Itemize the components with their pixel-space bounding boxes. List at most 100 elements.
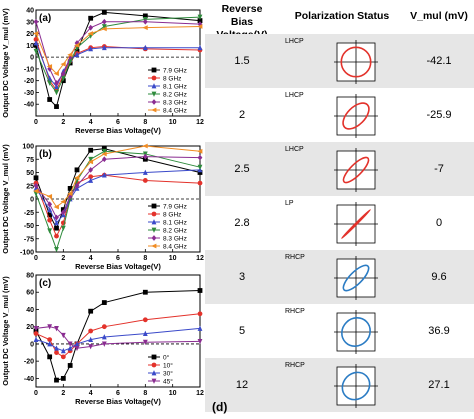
data-point xyxy=(67,345,73,351)
table-header: Reverse Bias Voltage(V) Polarization Sta… xyxy=(205,0,474,41)
legend-marker xyxy=(151,227,157,233)
x-tick-label: 12 xyxy=(196,255,204,262)
y-tick-label: -30 xyxy=(24,90,34,97)
data-point xyxy=(60,75,66,82)
table-row: 1.5 LHCP -42.1 xyxy=(205,34,474,88)
legend-marker xyxy=(151,83,157,89)
data-point xyxy=(47,80,53,86)
legend-label: 8.4 GHz xyxy=(163,244,187,251)
data-point xyxy=(74,182,80,189)
data-point xyxy=(53,204,59,210)
series-line xyxy=(35,290,201,381)
table-row: 2.8 LP 0 xyxy=(205,196,474,250)
chart-panel: -40 -30 -20 -10 0 10 20 30 40 0 2 4 6 8 10 12 Reverse Bi… xyxy=(1,8,204,136)
legend-label: 8.2 GHz xyxy=(163,92,187,99)
data-point xyxy=(67,191,73,197)
data-point xyxy=(74,345,80,352)
polarization-ellipse xyxy=(341,317,371,347)
data-point xyxy=(88,328,94,334)
chart-panel: -40 -20 0 20 40 60 80 0 2 4 6 8 10 12 Reverse Bias Vol… xyxy=(1,273,204,407)
legend-label: 45° xyxy=(163,378,173,386)
data-point xyxy=(54,345,59,351)
polarization-diagram xyxy=(334,256,378,300)
y-tick-label: 25 xyxy=(26,183,34,190)
legend-label: 8.4 GHz xyxy=(163,108,187,115)
table-row: 2 LHCP -25.9 xyxy=(205,88,474,142)
data-point xyxy=(60,332,66,339)
data-point xyxy=(47,201,53,208)
row-voltage: 5 xyxy=(238,325,246,337)
legend-marker xyxy=(151,99,157,105)
y-tick-label: 0 xyxy=(30,55,34,62)
row-polarization-label: LP xyxy=(285,200,294,207)
data-point xyxy=(142,153,148,160)
row-polarization-label: LHCP xyxy=(285,146,304,153)
row-polarization-label: LHCP xyxy=(285,92,304,99)
legend-marker xyxy=(151,370,157,376)
y-tick-label: 40 xyxy=(26,8,34,15)
data-point xyxy=(53,71,59,76)
y-tick-label: 30 xyxy=(26,19,34,26)
data-point xyxy=(67,363,73,368)
data-point xyxy=(197,44,203,51)
data-point xyxy=(88,344,94,350)
table-row: 2.5 LHCP -7 xyxy=(205,142,474,196)
data-point xyxy=(142,25,148,31)
data-point xyxy=(101,18,107,25)
y-axis-label: Output DC Voltage V_mul (mV) xyxy=(1,144,10,254)
y-tick-label: 20 xyxy=(26,31,34,38)
series-line xyxy=(35,145,201,208)
data-point xyxy=(101,148,107,155)
data-point xyxy=(101,26,107,32)
data-point xyxy=(88,177,94,183)
data-point xyxy=(67,52,73,58)
legend-label: 8 GHz xyxy=(163,212,181,219)
x-tick-label: 8 xyxy=(143,255,147,262)
data-point xyxy=(54,83,59,89)
data-point xyxy=(33,326,39,332)
series-line xyxy=(35,169,201,224)
data-point xyxy=(197,164,203,171)
data-point xyxy=(197,154,203,161)
data-point xyxy=(54,350,59,355)
x-tick-label: 6 xyxy=(116,119,120,126)
data-point xyxy=(101,172,107,178)
x-axis-label: Reverse Bias Voltage(V) xyxy=(75,397,161,406)
row-polarization-label: RHCP xyxy=(285,254,305,261)
row-vmul: 9.6 xyxy=(431,271,447,283)
y-tick-label: -100 xyxy=(20,250,34,257)
data-point xyxy=(54,219,59,226)
polarization-ellipse xyxy=(342,102,370,130)
y-tick-label: -50 xyxy=(24,223,34,230)
data-point xyxy=(74,167,80,173)
legend-label: 8.2 GHz xyxy=(163,228,187,235)
data-point xyxy=(101,24,107,30)
data-point xyxy=(47,97,53,102)
data-point xyxy=(33,331,39,336)
polarization-ellipse xyxy=(340,46,372,78)
data-point xyxy=(88,24,94,31)
data-point xyxy=(47,212,53,218)
data-point xyxy=(142,169,148,175)
legend-label: 7.9 GHz xyxy=(163,68,187,75)
y-tick-label: 60 xyxy=(26,290,34,297)
data-point xyxy=(101,324,107,330)
row-voltage: 3 xyxy=(238,271,246,283)
data-point xyxy=(33,40,39,46)
data-point xyxy=(54,90,59,96)
legend-label: 8.1 GHz xyxy=(163,84,187,91)
series-line xyxy=(35,150,201,251)
data-point xyxy=(67,186,73,191)
legend-marker xyxy=(151,378,157,384)
x-tick-label: 8 xyxy=(143,390,147,397)
data-point xyxy=(54,326,59,332)
polarization-diagram xyxy=(334,364,378,408)
data-point xyxy=(142,317,148,323)
data-point xyxy=(142,339,148,346)
data-point xyxy=(197,14,203,20)
polarization-diagram xyxy=(334,310,378,354)
table-row: 5 RHCP 36.9 xyxy=(205,304,474,358)
y-axis-label: Output DC Voltage V_mul (mV) xyxy=(1,276,10,386)
data-point xyxy=(142,18,148,25)
